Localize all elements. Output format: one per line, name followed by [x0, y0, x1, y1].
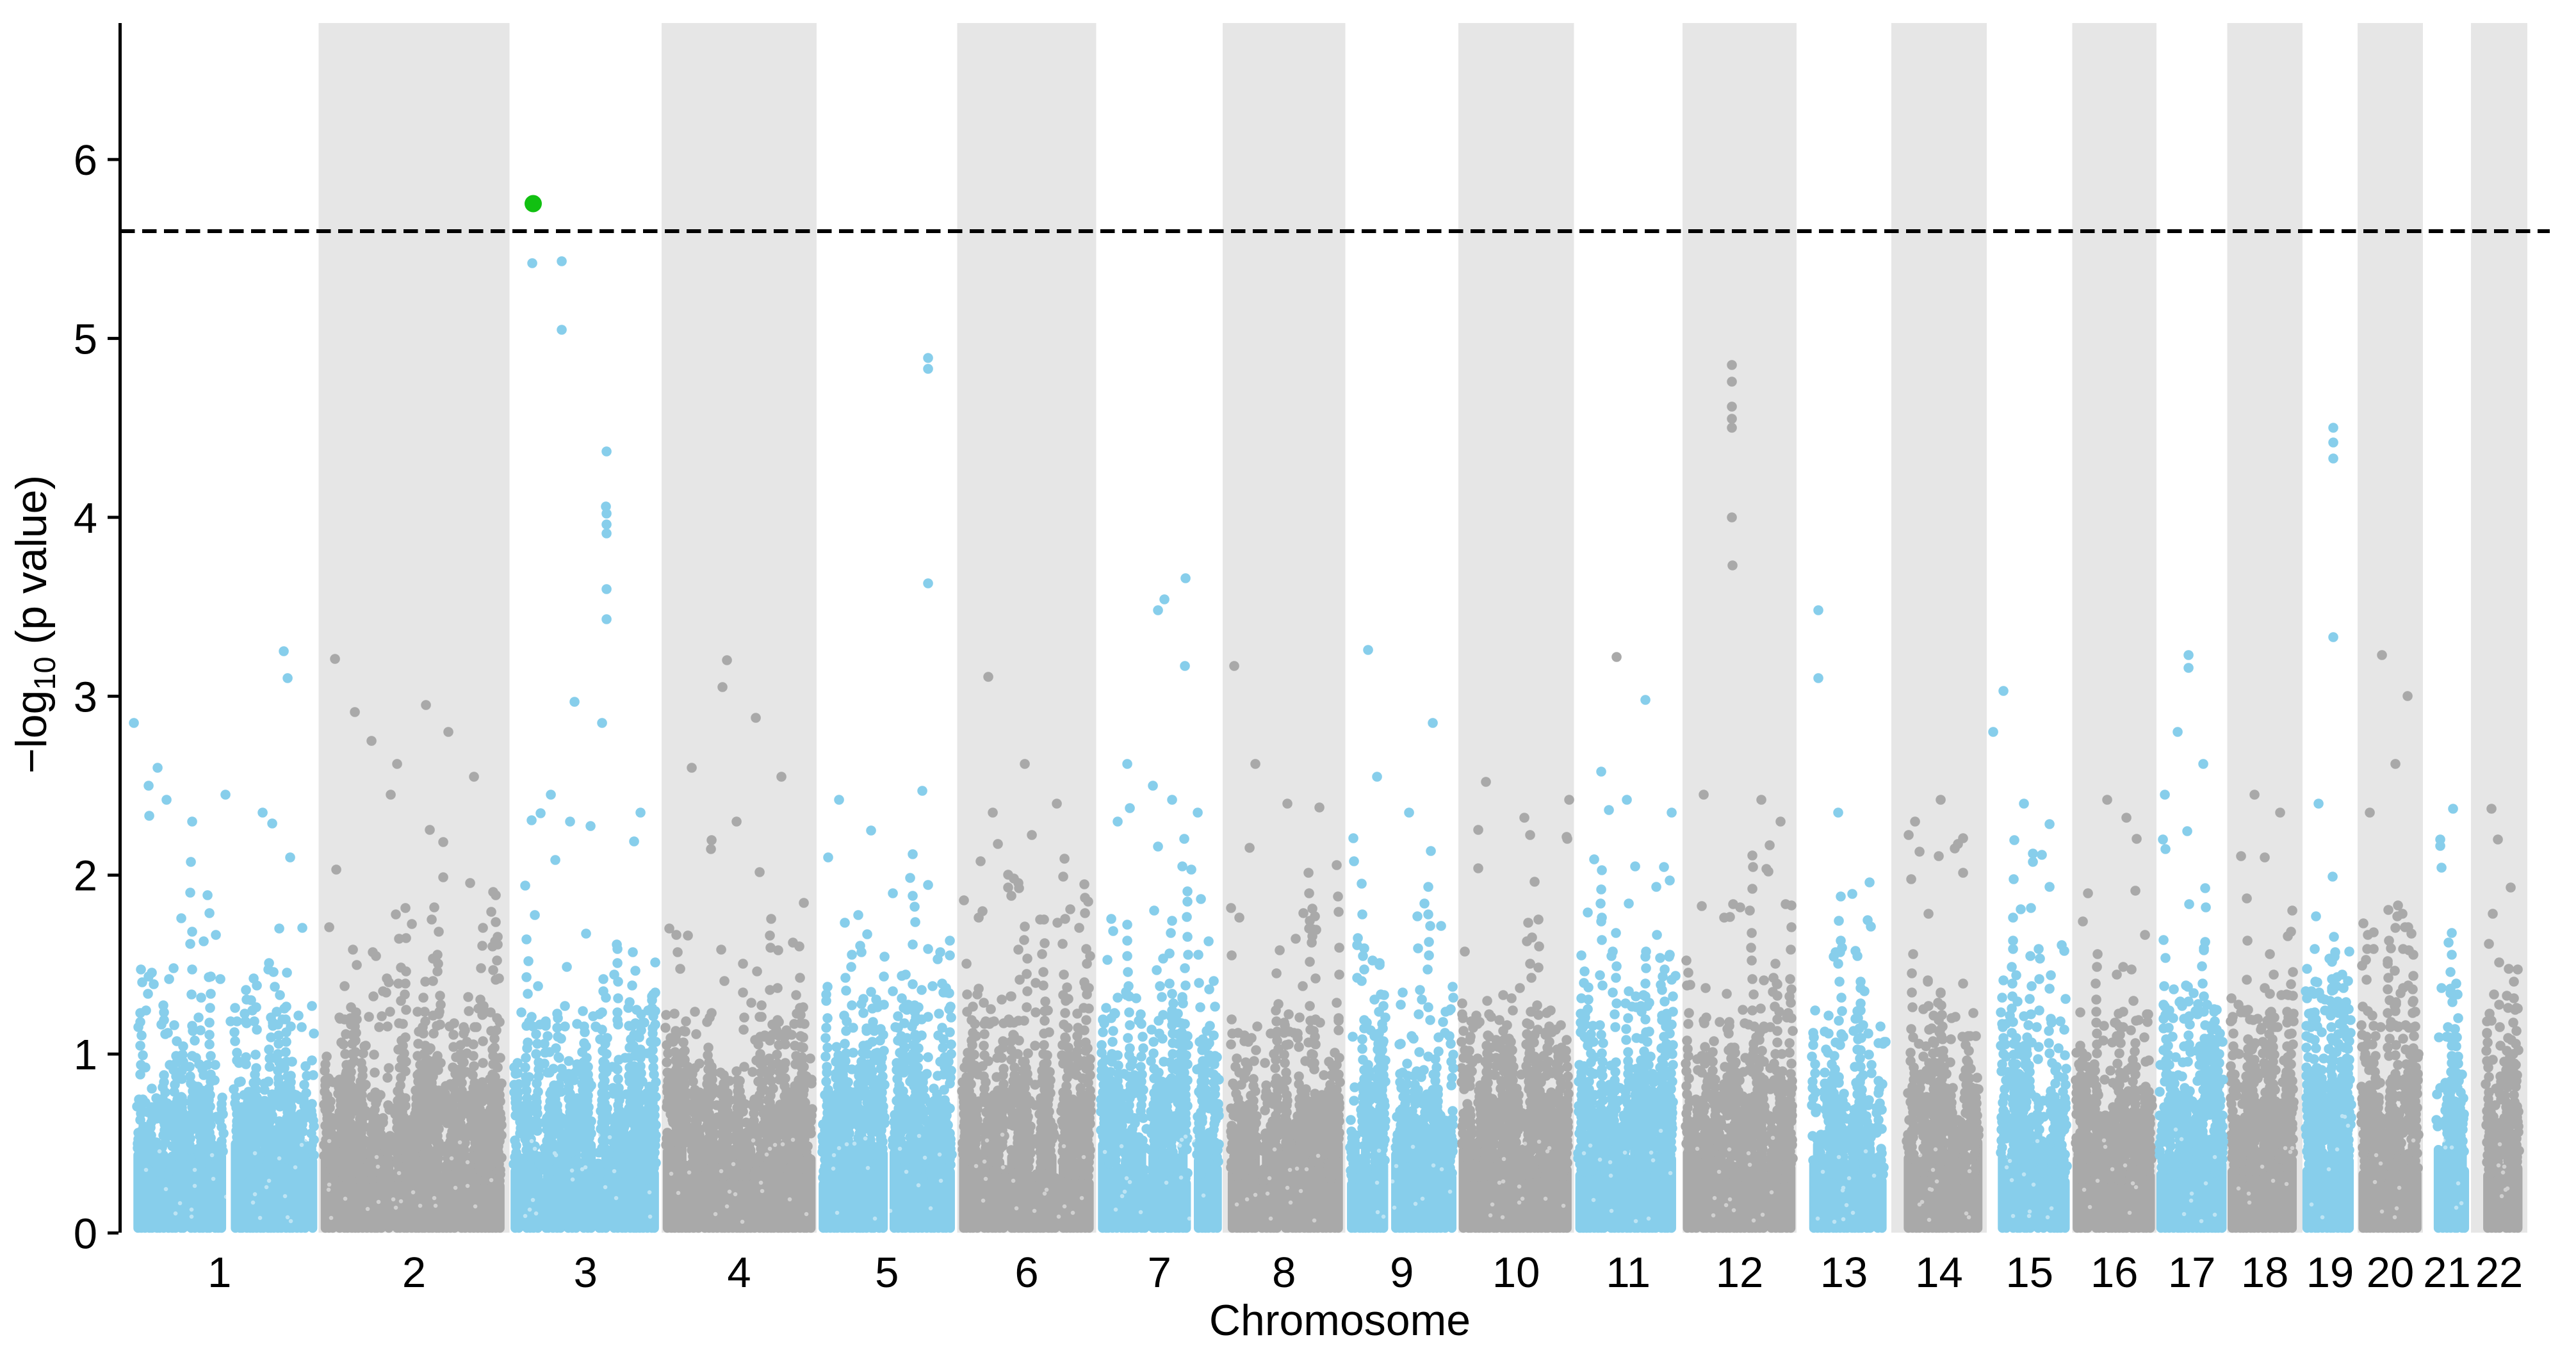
svg-text:12: 12: [1716, 1249, 1764, 1297]
svg-text:Chromosome: Chromosome: [1209, 1296, 1471, 1345]
svg-text:17: 17: [2168, 1249, 2216, 1297]
svg-text:6: 6: [1015, 1249, 1038, 1297]
svg-text:5: 5: [875, 1249, 899, 1297]
svg-text:3: 3: [74, 673, 97, 721]
svg-text:21: 21: [2423, 1249, 2471, 1297]
svg-text:22: 22: [2475, 1249, 2523, 1297]
svg-text:0: 0: [74, 1210, 97, 1258]
svg-text:18: 18: [2241, 1249, 2289, 1297]
svg-text:−log10 (p value): −log10 (p value): [7, 475, 61, 774]
svg-text:19: 19: [2306, 1249, 2354, 1297]
svg-text:2: 2: [402, 1249, 426, 1297]
svg-text:13: 13: [1820, 1249, 1868, 1297]
svg-text:9: 9: [1390, 1249, 1414, 1297]
svg-text:16: 16: [2091, 1249, 2139, 1297]
svg-text:1: 1: [74, 1031, 97, 1079]
svg-text:15: 15: [2006, 1249, 2054, 1297]
svg-text:10: 10: [1492, 1249, 1540, 1297]
svg-text:6: 6: [74, 136, 97, 184]
svg-text:3: 3: [574, 1249, 598, 1297]
svg-text:4: 4: [727, 1249, 751, 1297]
svg-text:14: 14: [1915, 1249, 1963, 1297]
svg-text:7: 7: [1148, 1249, 1171, 1297]
svg-text:20: 20: [2367, 1249, 2415, 1297]
svg-text:11: 11: [1606, 1249, 1651, 1297]
svg-text:2: 2: [74, 852, 97, 900]
svg-text:1: 1: [208, 1249, 231, 1297]
svg-text:5: 5: [74, 316, 97, 364]
svg-text:8: 8: [1272, 1249, 1296, 1297]
svg-text:4: 4: [74, 494, 97, 542]
